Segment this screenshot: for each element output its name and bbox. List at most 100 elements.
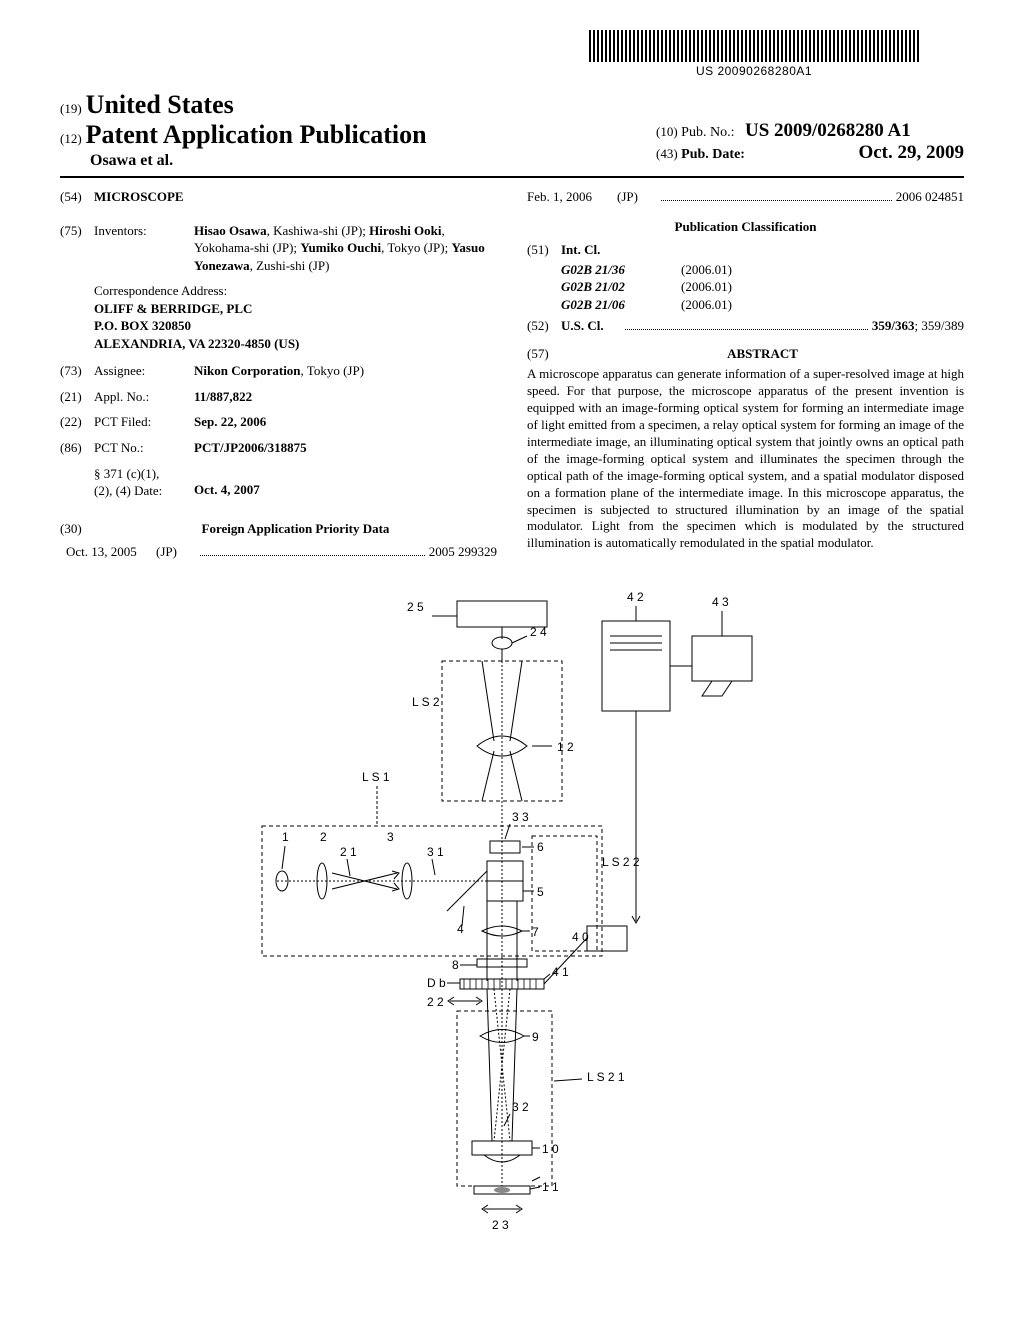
appl-no-label: Appl. No.: [94,388,194,406]
inventors-label: Inventors: [94,222,194,275]
inid-10: (10) [656,124,678,139]
inid-57: (57) [527,345,561,363]
s371-value: Oct. 4, 2007 [194,465,497,500]
ipc-row: G02B 21/02 (2006.01) [561,278,964,296]
svg-text:L S 2: L S 2 [412,695,440,709]
inid-21: (21) [60,388,94,406]
fapd-date: Oct. 13, 2005 [66,543,156,561]
fapd-num: 2005 299329 [429,543,497,561]
svg-text:L S 2 1: L S 2 1 [587,1070,625,1084]
svg-text:2 3: 2 3 [492,1218,509,1232]
fapd-row: Oct. 13, 2005 (JP) 2005 299329 [66,543,497,561]
svg-text:4 2: 4 2 [627,590,644,604]
pct-filed-value: Sep. 22, 2006 [194,413,497,431]
figure-svg: 2 5 2 4 4 2 4 3 [232,581,792,1241]
barcode-region: US 20090268280A1 [589,30,919,78]
abstract-text: A microscope apparatus can generate info… [527,366,964,552]
pub-date-label: Pub. Date: [681,147,745,162]
fapd2-num: 2006 024851 [896,188,964,206]
pub-no-value: US 2009/0268280 A1 [745,120,911,141]
appl-no-value: 11/887,822 [194,388,497,406]
ipc-row: G02B 21/06 (2006.01) [561,296,964,314]
svg-text:1 0: 1 0 [542,1142,559,1156]
fapd2-date: Feb. 1, 2006 [527,188,617,206]
pct-no-value: PCT/JP2006/318875 [194,439,497,457]
authors-short: Osawa et al. [90,152,427,170]
inventors-value: Hisao Osawa, Kashiwa-shi (JP); Hiroshi O… [194,222,497,275]
corr-line3: ALEXANDRIA, VA 22320-4850 (US) [94,335,497,353]
corr-line2: P.O. BOX 320850 [94,317,497,335]
svg-text:6: 6 [537,840,544,854]
publication-type: Patent Application Publication [86,120,427,149]
svg-text:2 4: 2 4 [530,625,547,639]
svg-text:2 2: 2 2 [427,995,444,1009]
svg-text:3 1: 3 1 [427,845,444,859]
invention-title: MICROSCOPE [94,188,184,206]
svg-text:1 2: 1 2 [557,740,574,754]
inid-19: (19) [60,101,82,116]
svg-text:D b: D b [427,976,446,990]
right-column: Feb. 1, 2006 (JP) 2006 024851 Publicatio… [527,188,964,561]
svg-text:L S 2 2: L S 2 2 [602,855,640,869]
uscl-label: U.S. Cl. [561,317,621,335]
ipc-code: G02B 21/06 [561,296,681,314]
figure: 2 5 2 4 4 2 4 3 [60,581,964,1246]
bibliographic-data: (54) MICROSCOPE (75) Inventors: Hisao Os… [60,188,964,561]
svg-text:9: 9 [532,1030,539,1044]
barcode-text: US 20090268280A1 [589,64,919,78]
inid-51: (51) [527,241,561,259]
svg-text:1 1: 1 1 [542,1180,559,1194]
svg-text:2 1: 2 1 [340,845,357,859]
svg-text:4 0: 4 0 [572,930,589,944]
ipc-code: G02B 21/02 [561,278,681,296]
svg-text:7: 7 [532,925,539,939]
dots-leader [625,320,868,330]
svg-text:2: 2 [320,830,327,844]
barcode-graphic [589,30,919,62]
svg-text:3 3: 3 3 [512,810,529,824]
svg-text:3 2: 3 2 [512,1100,529,1114]
pub-date-value: Oct. 29, 2009 [858,142,964,163]
fapd-row-2: Feb. 1, 2006 (JP) 2006 024851 [527,188,964,206]
ipc-ver: (2006.01) [681,261,732,279]
inid-43: (43) [656,146,678,161]
svg-text:8: 8 [452,958,459,972]
dots-leader [661,191,892,201]
svg-text:1: 1 [282,830,289,844]
fapd-title: Foreign Application Priority Data [94,520,497,538]
pct-filed-label: PCT Filed: [94,413,194,431]
abstract-title: ABSTRACT [561,345,964,363]
svg-text:L S 1: L S 1 [362,770,390,784]
ipc-code: G02B 21/36 [561,261,681,279]
s371-label: § 371 (c)(1), (2), (4) Date: [94,465,194,500]
ipc-ver: (2006.01) [681,278,732,296]
dots-leader [200,546,425,556]
svg-text:2 5: 2 5 [407,600,424,614]
pub-class-title: Publication Classification [527,218,964,236]
inid-22: (22) [60,413,94,431]
inid-52: (52) [527,317,561,335]
intcl-label: Int. Cl. [561,241,600,259]
assignee-label: Assignee: [94,362,194,380]
corr-line1: OLIFF & BERRIDGE, PLC [94,300,497,318]
svg-text:3: 3 [387,830,394,844]
pct-no-label: PCT No.: [94,439,194,457]
ipc-ver: (2006.01) [681,296,732,314]
left-column: (54) MICROSCOPE (75) Inventors: Hisao Os… [60,188,497,561]
svg-text:4 3: 4 3 [712,595,729,609]
uscl-value: 359/363; 359/389 [872,317,964,335]
inid-86: (86) [60,439,94,457]
svg-text:4: 4 [457,922,464,936]
corr-label: Correspondence Address: [94,282,497,300]
inid-73: (73) [60,362,94,380]
correspondence-address: Correspondence Address: OLIFF & BERRIDGE… [94,282,497,352]
inid-12: (12) [60,131,82,146]
ipc-row: G02B 21/36 (2006.01) [561,261,964,279]
pub-no-label: Pub. No.: [681,125,734,140]
header: (19) United States (12) Patent Applicati… [60,90,964,178]
fapd-cc: (JP) [156,543,196,561]
inid-54: (54) [60,188,94,206]
svg-text:5: 5 [537,885,544,899]
country: United States [86,90,234,119]
inid-30: (30) [60,520,94,538]
